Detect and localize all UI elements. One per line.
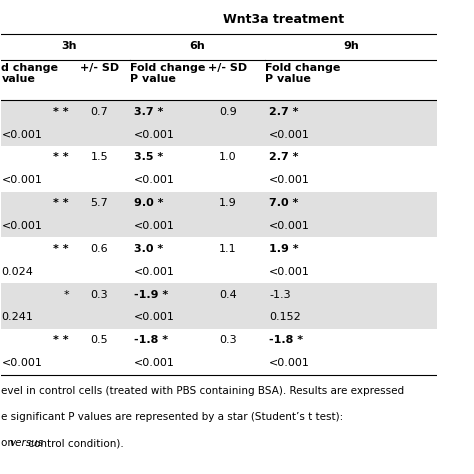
Bar <box>1 329 437 374</box>
Text: e significant P values are represented by a star (Student’s t test):: e significant P values are represented b… <box>1 412 344 422</box>
Text: -1.3: -1.3 <box>269 290 291 300</box>
Text: 3h: 3h <box>61 41 77 52</box>
Text: <0.001: <0.001 <box>269 129 310 140</box>
Text: Wnt3a treatment: Wnt3a treatment <box>223 13 344 26</box>
Text: * *: * * <box>53 335 69 346</box>
Text: 3.0 *: 3.0 * <box>134 244 164 254</box>
Text: 9.0 *: 9.0 * <box>134 198 164 208</box>
Text: 0.4: 0.4 <box>219 290 237 300</box>
Text: 2.7 *: 2.7 * <box>269 107 299 117</box>
Text: <0.001: <0.001 <box>134 175 175 185</box>
Text: 5.7: 5.7 <box>91 198 108 208</box>
Bar <box>1 237 437 283</box>
Text: 1.9 *: 1.9 * <box>269 244 299 254</box>
Text: 3.5 *: 3.5 * <box>134 153 164 163</box>
Text: Fold change
P value: Fold change P value <box>265 63 340 84</box>
Text: 1.0: 1.0 <box>219 153 237 163</box>
Text: 1.1: 1.1 <box>219 244 237 254</box>
Text: 2.7 *: 2.7 * <box>269 153 299 163</box>
Text: d change
value: d change value <box>1 63 58 84</box>
Bar <box>1 146 437 192</box>
Bar <box>1 100 437 146</box>
Text: -1.8 *: -1.8 * <box>269 335 303 346</box>
Text: <0.001: <0.001 <box>134 221 175 231</box>
Text: -1.9 *: -1.9 * <box>134 290 168 300</box>
Text: *: * <box>63 290 69 300</box>
Text: * *: * * <box>53 244 69 254</box>
Text: on: on <box>1 438 18 448</box>
Text: 1.9: 1.9 <box>219 198 237 208</box>
Text: control condition).: control condition). <box>25 438 124 448</box>
Text: * *: * * <box>53 153 69 163</box>
Text: 0.9: 0.9 <box>219 107 237 117</box>
Text: <0.001: <0.001 <box>1 175 42 185</box>
Text: Fold change
P value: Fold change P value <box>130 63 205 84</box>
Text: +/- SD: +/- SD <box>80 63 119 73</box>
Text: 0.3: 0.3 <box>219 335 237 346</box>
Text: <0.001: <0.001 <box>134 358 175 368</box>
Text: +/- SD: +/- SD <box>208 63 247 73</box>
Text: 9h: 9h <box>343 41 359 52</box>
Text: 0.5: 0.5 <box>91 335 108 346</box>
Text: 0.6: 0.6 <box>91 244 108 254</box>
Text: 3.7 *: 3.7 * <box>134 107 164 117</box>
Text: <0.001: <0.001 <box>269 267 310 277</box>
Text: <0.001: <0.001 <box>134 267 175 277</box>
Text: 0.3: 0.3 <box>91 290 108 300</box>
Text: versus: versus <box>9 438 43 448</box>
Text: 0.241: 0.241 <box>1 312 33 322</box>
Text: * *: * * <box>53 198 69 208</box>
Text: <0.001: <0.001 <box>1 221 42 231</box>
Text: <0.001: <0.001 <box>1 129 42 140</box>
Text: <0.001: <0.001 <box>269 221 310 231</box>
Text: * *: * * <box>53 107 69 117</box>
Bar <box>1 192 437 237</box>
Text: 6h: 6h <box>190 41 205 52</box>
Text: <0.001: <0.001 <box>269 358 310 368</box>
Text: <0.001: <0.001 <box>134 312 175 322</box>
Text: -1.8 *: -1.8 * <box>134 335 168 346</box>
Text: evel in control cells (treated with PBS containing BSA). Results are expressed: evel in control cells (treated with PBS … <box>1 386 404 396</box>
Text: 0.152: 0.152 <box>269 312 301 322</box>
Text: 0.7: 0.7 <box>91 107 108 117</box>
Text: <0.001: <0.001 <box>134 129 175 140</box>
Text: 1.5: 1.5 <box>91 153 108 163</box>
Text: 0.024: 0.024 <box>1 267 33 277</box>
Bar <box>1 283 437 329</box>
Text: 7.0 *: 7.0 * <box>269 198 299 208</box>
Text: <0.001: <0.001 <box>269 175 310 185</box>
Text: <0.001: <0.001 <box>1 358 42 368</box>
